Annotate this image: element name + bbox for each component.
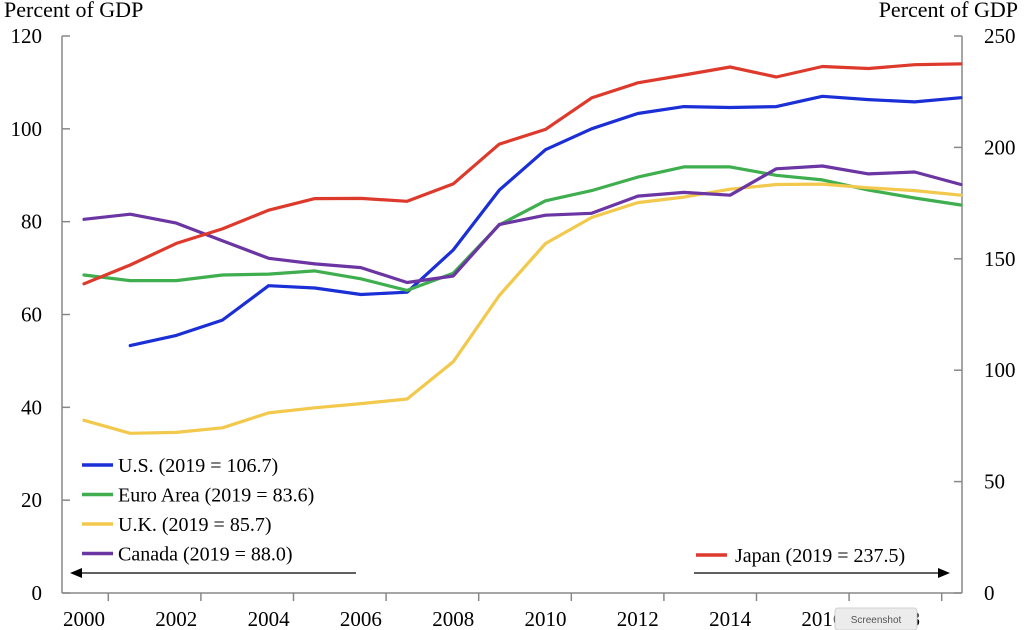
left-tick-label: 120: [11, 24, 43, 48]
series-lines: [82, 62, 963, 435]
x-tick-label: 2016: [801, 607, 843, 630]
left-tick-label: 20: [21, 488, 42, 512]
legend-label-u-k: U.K. (2019 = 85.7): [118, 514, 272, 536]
x-tick-label: 2002: [155, 607, 197, 630]
left-tick-label: 0: [32, 581, 43, 605]
legend-label-japan: Japan (2019 = 237.5): [735, 545, 905, 567]
left-tick-label: 60: [21, 303, 42, 327]
x-tick-label: 2008: [432, 607, 474, 630]
left-axis-units-label: Percent of GDP: [4, 0, 143, 22]
x-axis-ticks: 2000200220042006200820102012201420168: [63, 593, 943, 630]
x-tick-label: 2006: [340, 607, 382, 630]
right-tick-label: 0: [984, 581, 995, 605]
series-line-japan: [82, 62, 963, 286]
right-tick-label: 150: [984, 247, 1016, 271]
left-tick-label: 100: [11, 117, 43, 141]
screenshot-badge-label: Screenshot: [851, 615, 902, 626]
screenshot-badge[interactable]: Screenshot: [834, 607, 918, 630]
left-axis-arrow: [70, 568, 356, 578]
series-line-u-k: [82, 182, 963, 435]
x-tick-label: 2000: [63, 607, 105, 630]
left-tick-label: 80: [21, 210, 42, 234]
right-tick-label: 250: [984, 24, 1016, 48]
left-tick-label: 40: [21, 395, 42, 419]
series-line-euro-area: [82, 165, 963, 292]
left-axis-ticks: 0 20 40 60 80 100 120: [11, 24, 70, 605]
right-tick-label: 200: [984, 135, 1016, 159]
right-axis-arrow: [694, 568, 950, 578]
series-line-canada: [82, 164, 963, 285]
right-tick-label: 50: [984, 470, 1005, 494]
legend-label-euro-area: Euro Area (2019 = 83.6): [118, 485, 314, 507]
right-tick-label: 100: [984, 358, 1016, 382]
legend-left: U.S. (2019 = 106.7) Euro Area (2019 = 83.…: [82, 455, 314, 566]
axes: [61, 36, 963, 594]
x-tick-label: 2004: [248, 607, 291, 630]
right-axis-ticks: 0 50 100 150 200 250: [954, 24, 1016, 605]
series-line-u-s: [128, 94, 963, 348]
x-tick-label: 2014: [709, 607, 752, 630]
legend-right: Japan (2019 = 237.5): [696, 545, 905, 567]
right-axis-units-label: Percent of GDP: [879, 0, 1018, 22]
legend-label-u-s: U.S. (2019 = 106.7): [118, 455, 278, 477]
legend-label-canada: Canada (2019 = 88.0): [118, 544, 293, 566]
x-tick-label: 2010: [525, 607, 567, 630]
x-tick-label: 2012: [617, 607, 659, 630]
